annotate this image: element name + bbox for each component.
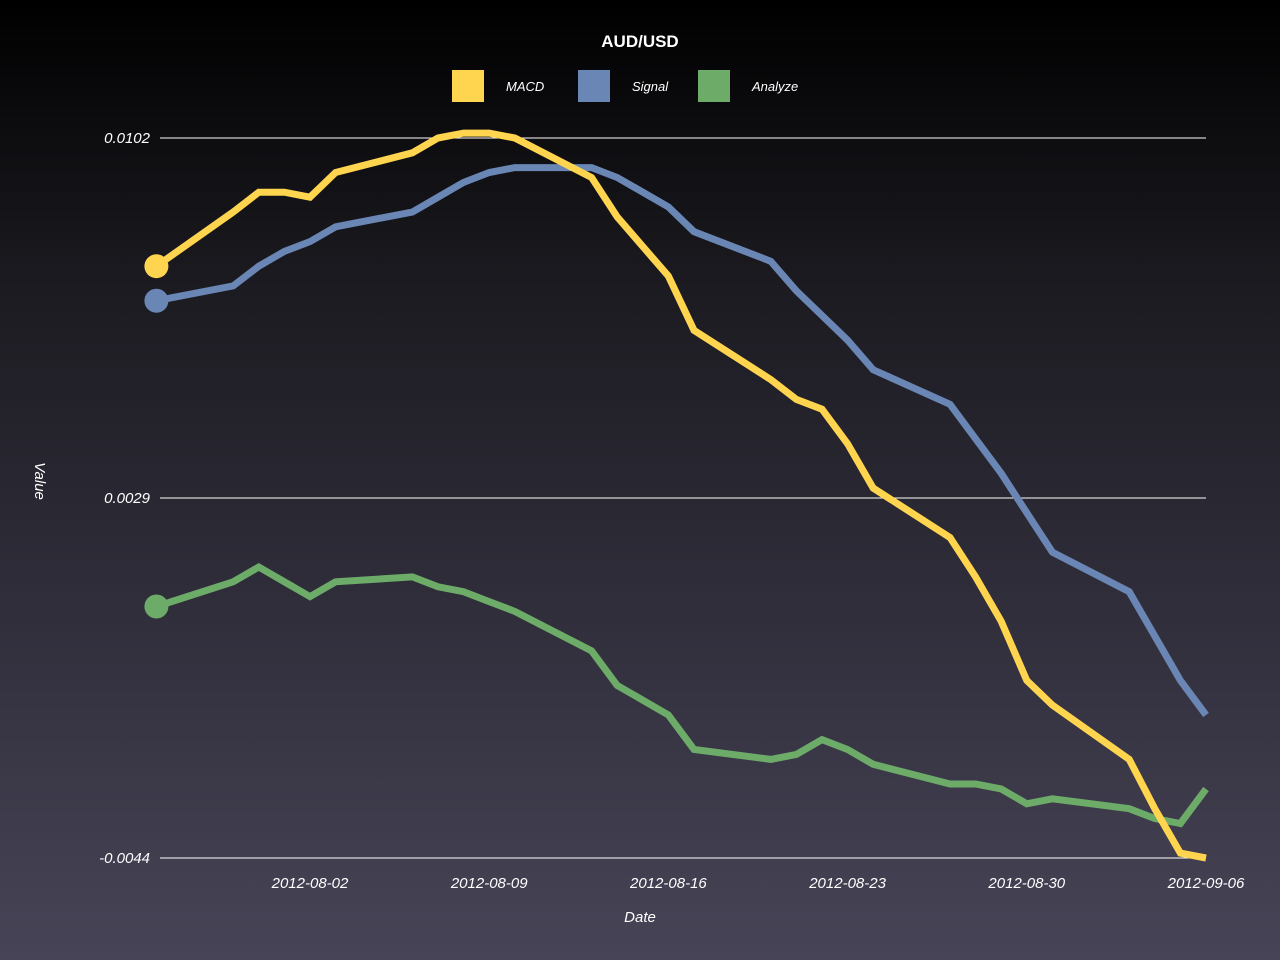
x-tick-label: 2012-08-16 <box>629 875 707 892</box>
x-tick-label: 2012-09-06 <box>1167 875 1245 892</box>
legend-swatch-signal <box>578 70 610 102</box>
start-marker-macd[interactable] <box>144 254 169 279</box>
x-tick-label: 2012-08-02 <box>271 875 349 892</box>
y-tick-label: 0.0029 <box>104 490 151 507</box>
legend-swatch-analyze <box>698 70 730 102</box>
start-marker-signal[interactable] <box>144 288 169 313</box>
x-tick-labels: 2012-08-02 2012-08-09 2012-08-16 2012-08-23… <box>271 875 1245 892</box>
x-axis-label: Date <box>624 909 656 926</box>
grid-lines <box>160 137 1206 859</box>
series-line-analyze <box>155 562 1209 828</box>
series-line-signal <box>155 164 1209 718</box>
legend-swatch-macd <box>452 70 484 102</box>
x-tick-label: 2012-08-30 <box>987 875 1065 892</box>
x-tick-label: 2012-08-23 <box>808 875 886 892</box>
legend-label-signal: Signal <box>632 79 669 94</box>
y-tick-label: 0.0102 <box>104 130 151 147</box>
y-tick-labels: 0.0102 0.0029 -0.0044 <box>99 130 151 867</box>
chart-title: AUD/USD <box>601 32 679 51</box>
x-tick-label: 2012-08-09 <box>450 875 528 892</box>
y-axis-label: Value <box>31 462 48 500</box>
y-tick-label: -0.0044 <box>99 850 150 867</box>
legend-label-analyze: Analyze <box>752 79 799 94</box>
series-line-macd <box>154 129 1207 862</box>
series-lines <box>144 129 1209 862</box>
legend-label-macd: MACD <box>506 79 545 94</box>
start-marker-analyze[interactable] <box>144 594 169 619</box>
